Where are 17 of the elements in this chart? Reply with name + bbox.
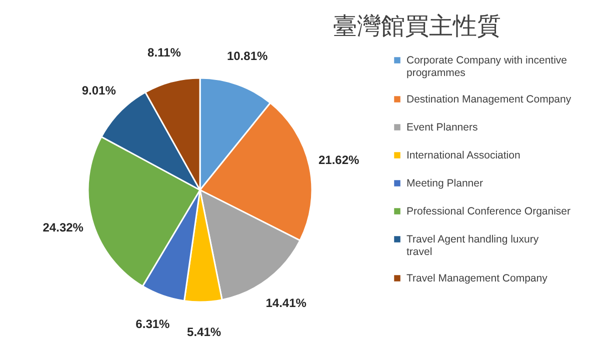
legend-label: Corporate Company with incentive programmes <box>406 54 568 79</box>
data-label: 24.32% <box>42 220 84 235</box>
legend-label: Meeting Planner <box>406 177 484 190</box>
data-label: 8.11% <box>148 46 182 60</box>
data-label: 10.81% <box>226 49 268 64</box>
legend-label: Destination Management Company <box>406 93 572 106</box>
legend-label: Professional Conference Organiser <box>406 205 572 218</box>
legend-label: International Association <box>406 149 520 162</box>
legend-label: Travel Management Company <box>406 272 548 284</box>
data-label: 5.41% <box>187 324 222 339</box>
data-label: 6.31% <box>136 316 170 331</box>
data-label: 14.41% <box>266 296 307 310</box>
data-label: 9.01% <box>82 83 116 98</box>
data-label: 21.62% <box>318 153 360 168</box>
legend-label: Event Planners <box>406 121 478 134</box>
legend-label: Travel Agent handling luxury travel <box>406 233 540 258</box>
chart-title: 臺灣館買主性質 <box>333 12 501 40</box>
